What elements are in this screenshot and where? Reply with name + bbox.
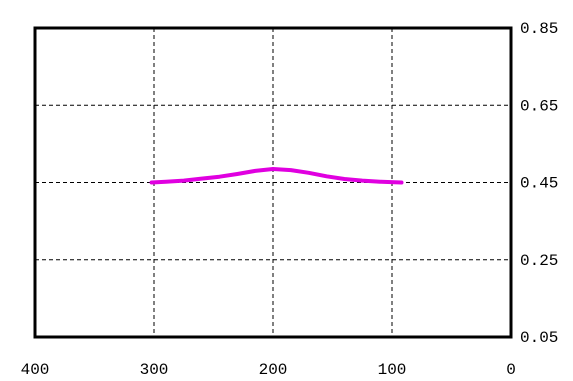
x-tick-label: 100 [378,361,407,379]
x-tick-label: 0 [506,361,516,379]
y-tick-label: 0.25 [520,252,558,270]
y-tick-label: 0.05 [520,329,558,347]
x-tick-label: 300 [140,361,169,379]
y-tick-label: 0.65 [520,97,558,115]
series-group [149,167,404,185]
y-tick-label: 0.85 [520,20,558,38]
series-line [149,167,404,185]
grid-lines [35,28,511,337]
x-tick-label: 200 [259,361,288,379]
plot-frame [33,26,513,339]
x-tick-label: 400 [21,361,50,379]
y-axis-tick-labels: 0.05 0.25 0.45 0.65 0.85 [520,20,558,347]
y-tick-label: 0.45 [520,175,558,193]
x-axis-tick-labels: 400 300 200 100 0 [21,361,516,379]
